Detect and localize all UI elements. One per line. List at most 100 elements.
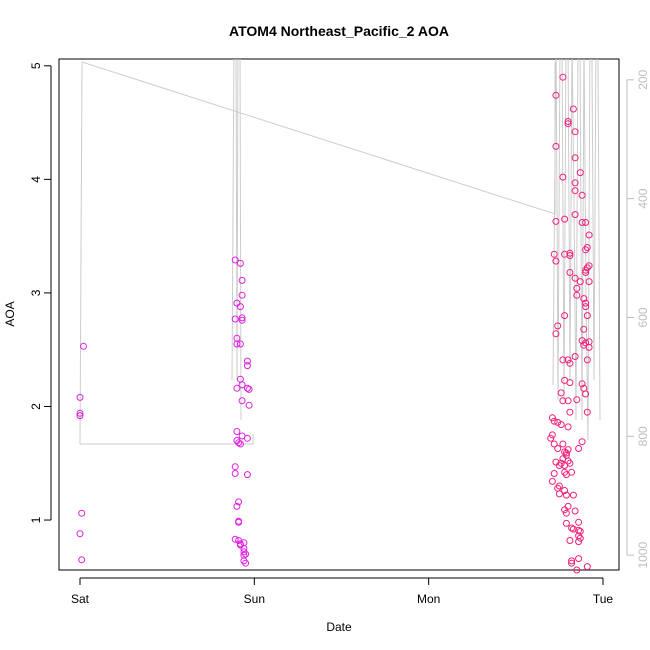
aoa-point (568, 559, 576, 567)
aoa-point (569, 491, 577, 499)
aoa-point (568, 468, 576, 476)
aoa-point (566, 359, 574, 367)
aoa-point (235, 439, 243, 447)
y-axis: 1 2 3 4 5 (29, 62, 52, 523)
aoa-point (231, 470, 239, 477)
aoa-point (245, 401, 253, 409)
aoa-point (243, 362, 251, 370)
aoa-point (243, 434, 251, 442)
aoa-point (571, 187, 579, 195)
aoa-point (555, 482, 563, 490)
aoa-point (564, 457, 572, 465)
aoa-point (576, 278, 584, 286)
aoa-point (236, 303, 244, 311)
aoa-point (559, 440, 567, 448)
aoa-point (236, 340, 244, 348)
x-axis-label: Date (326, 620, 352, 634)
aoa-point (564, 120, 572, 128)
aoa-point (564, 397, 572, 405)
aoa-point (583, 264, 591, 272)
aoa-point (238, 381, 246, 389)
x-tick-label: Mon (417, 592, 440, 606)
aoa-point (238, 291, 246, 299)
aoa-point (573, 284, 581, 292)
aoa-point (548, 414, 556, 422)
aoa-point (566, 379, 574, 387)
x-tick-label: Sat (71, 592, 90, 606)
aoa-point (559, 397, 567, 405)
aoa-point (561, 312, 569, 320)
aoa-point (559, 73, 567, 81)
aoa-point (552, 91, 560, 99)
aoa-point (233, 299, 241, 307)
aoa-point (582, 299, 590, 307)
aoa-point (559, 173, 567, 181)
aoa-point (571, 507, 579, 515)
aoa-point (562, 491, 570, 499)
aoa-point (76, 530, 84, 538)
aoa-point (240, 548, 248, 556)
aoa-point (231, 463, 239, 471)
y2-tick-label: 200 (636, 69, 650, 89)
aoa-point (562, 449, 570, 457)
aoa-point (554, 322, 562, 330)
y-tick-label: 5 (29, 62, 43, 69)
aoa-point (583, 312, 591, 320)
altitude-trace (79, 59, 601, 445)
aoa-point (578, 438, 586, 446)
aoa-point (573, 396, 581, 404)
aoa-point (575, 538, 583, 546)
aoa-point (582, 269, 590, 276)
aoa-point (566, 459, 574, 467)
aoa-point (566, 537, 574, 544)
aoa-point (583, 356, 591, 364)
aoa-point (231, 315, 239, 323)
aoa-point (561, 448, 569, 456)
aoa-point (76, 409, 84, 417)
aoa-point (571, 274, 579, 282)
aoa-point (76, 412, 84, 420)
x-tick-label: Tue (593, 592, 614, 606)
y-tick-label: 4 (29, 176, 43, 183)
aoa-point (561, 487, 569, 494)
aoa-point (550, 250, 558, 258)
aoa-point (561, 250, 569, 258)
aoa-point (235, 498, 243, 506)
aoa-point (243, 384, 251, 392)
aoa-point (562, 509, 570, 517)
aoa-point (573, 566, 581, 574)
aoa-point (578, 380, 586, 388)
aoa-point (569, 525, 577, 533)
chart-title: ATOM4 Northeast_Pacific_2 AOA (229, 23, 449, 39)
aoa-point (564, 356, 572, 364)
aoa-point (557, 389, 565, 397)
aoa-point (561, 215, 569, 223)
aoa-point (564, 118, 572, 125)
aoa-point (561, 468, 569, 476)
altitude-line (80, 434, 254, 445)
aoa-point (585, 343, 593, 351)
aoa-point (564, 423, 572, 431)
aoa-point (552, 257, 560, 265)
y2-tick-label: 400 (636, 188, 650, 208)
aoa-point (575, 445, 583, 452)
aoa-point (231, 256, 239, 264)
aoa-point (585, 262, 593, 270)
aoa-point (566, 408, 574, 416)
aoa-point (557, 421, 565, 429)
aoa-point (568, 524, 576, 532)
aoa-point (233, 502, 241, 510)
aoa-point (548, 477, 556, 485)
aoa-point (243, 357, 251, 365)
aoa-point (578, 337, 586, 345)
aoa-point (576, 534, 584, 542)
altitude-line (552, 59, 601, 441)
y-tick-label: 1 (29, 516, 43, 523)
aoa-point (571, 353, 579, 360)
y2-axis: 200 400 600 800 1000 (626, 69, 650, 568)
aoa-point (571, 128, 579, 136)
altitude-line (79, 61, 556, 445)
plot-frame (58, 58, 620, 571)
aoa-point (236, 259, 244, 267)
